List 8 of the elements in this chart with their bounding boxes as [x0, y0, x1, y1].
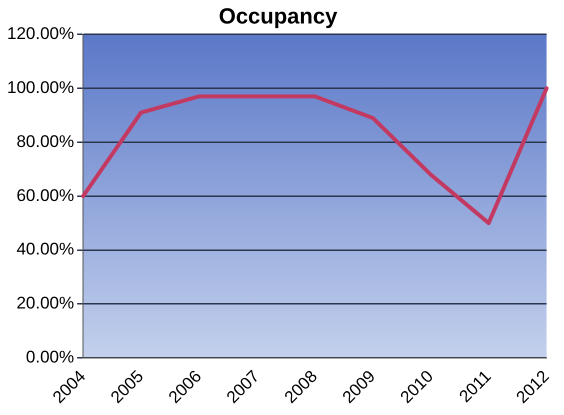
- chart-title: Occupancy: [218, 3, 338, 28]
- y-tick-label: 120.00%: [6, 24, 74, 44]
- y-tick-label: 80.00%: [16, 132, 74, 151]
- y-tick-label: 60.00%: [16, 186, 74, 205]
- y-tick-label: 0.00%: [26, 348, 74, 367]
- y-tick-label: 20.00%: [16, 294, 74, 313]
- y-tick-label: 40.00%: [16, 240, 74, 259]
- y-tick-label: 100.00%: [6, 78, 74, 97]
